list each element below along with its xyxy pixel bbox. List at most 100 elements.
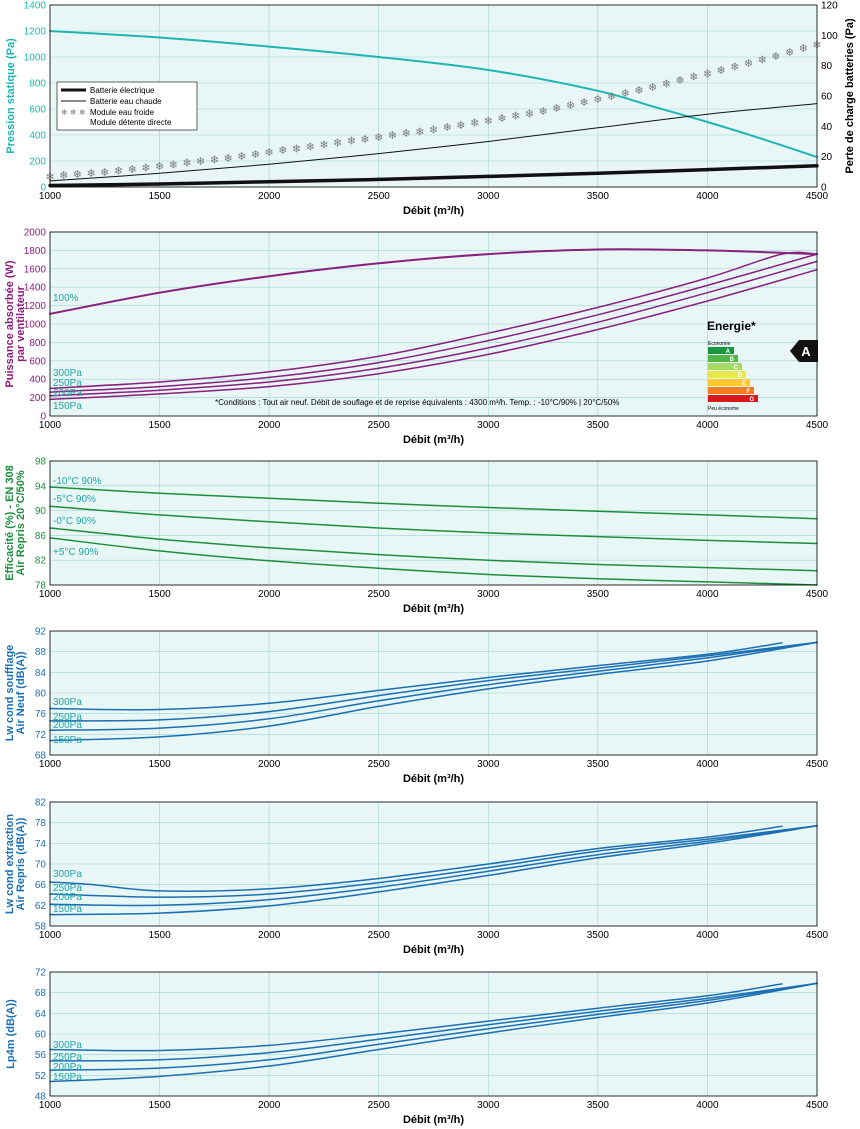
x-tick-label: 1500 xyxy=(148,759,171,770)
series-line--5-c-90- xyxy=(49,505,818,545)
y-tick-label: 84 xyxy=(35,668,47,679)
x-axis-title: Débit (m³/h) xyxy=(403,773,464,785)
energy-class-letter: F xyxy=(746,389,750,395)
series-line-150pa xyxy=(49,825,818,916)
y-tick-label: 88 xyxy=(35,647,47,658)
y-tick-label: 92 xyxy=(35,627,47,638)
y-tick-label: 82 xyxy=(35,798,47,809)
snowflake-point: ❄ xyxy=(703,68,712,80)
series-line--0-c-90- xyxy=(49,527,818,572)
x-tick-label: 1500 xyxy=(148,589,171,600)
x-tick-label: 4500 xyxy=(806,1100,829,1111)
y-tick-label: 2000 xyxy=(24,228,47,239)
y-tick-label: 400 xyxy=(29,375,46,386)
x-tick-label: 4000 xyxy=(696,759,719,770)
snowflake-point: ❄ xyxy=(265,147,274,159)
y-tick-label: 1400 xyxy=(24,283,47,294)
x-tick-label: 1500 xyxy=(148,191,171,202)
x-tick-label: 1000 xyxy=(39,420,62,431)
y-axis-title: Efficacité (%) - EN 308Air Repris 20°C/5… xyxy=(4,465,27,581)
series-label: 150Pa xyxy=(53,1072,82,1083)
x-tick-label: 3500 xyxy=(587,759,610,770)
y-tick-label: 56 xyxy=(35,1050,47,1061)
snowflake-point: ❄ xyxy=(552,103,561,115)
energy-bottom-label: Peu économe xyxy=(708,406,739,412)
energy-class-bar xyxy=(708,387,754,394)
energy-class-letter: E xyxy=(742,381,746,387)
snowflake-point: ❄ xyxy=(443,122,452,134)
y-tick-label: 60 xyxy=(35,1030,47,1041)
y-tick-label: 64 xyxy=(35,1009,47,1020)
snowflake-point: ❄ xyxy=(634,85,643,97)
series-line--5-c-90- xyxy=(49,537,818,586)
snowflake-point: ❄ xyxy=(182,158,191,170)
series-label: 200Pa xyxy=(53,892,82,903)
snowflake-point: ❄ xyxy=(374,132,383,144)
snowflake-point: ❄ xyxy=(210,155,219,167)
series-line-200pa xyxy=(49,641,818,731)
series-label: 300Pa xyxy=(53,697,82,708)
y-right-axis-title: Perte de charge batteries (Pa) xyxy=(844,18,856,174)
series-line-300pa xyxy=(49,825,783,892)
snowflake-point: ❄ xyxy=(689,72,698,84)
y-tick-label: 1000 xyxy=(24,320,47,331)
y-right-tick-label: 120 xyxy=(821,1,838,12)
x-tick-label: 2000 xyxy=(258,420,281,431)
series-label: 200Pa xyxy=(53,388,82,399)
series-label: -5°C 90% xyxy=(53,494,96,505)
snowflake-point: ❄ xyxy=(744,58,753,70)
y-tick-label: 1600 xyxy=(24,264,47,275)
legend-entry: Batterie électrique xyxy=(90,86,155,95)
series-line-150pa xyxy=(49,982,818,1083)
x-tick-label: 3000 xyxy=(477,191,500,202)
snowflake-point: ❄ xyxy=(141,162,150,174)
plot-frame xyxy=(49,971,818,1097)
y-tick-label: 80 xyxy=(35,689,47,700)
plot-frame xyxy=(49,231,818,417)
x-tick-label: 1000 xyxy=(39,930,62,941)
x-tick-label: 2500 xyxy=(368,191,391,202)
energy-class-bar xyxy=(708,363,742,370)
snowflake-point: ❄ xyxy=(347,136,356,148)
legend: ❄ ❄ ❄ Batterie électrique Batterie eau cha… xyxy=(56,81,198,131)
y-tick-label: 70 xyxy=(35,860,47,871)
energy-class-letter: B xyxy=(730,357,735,363)
energy-class-bar xyxy=(708,347,734,354)
snowflake-point: ❄ xyxy=(360,134,369,146)
snowflake-point: ❄ xyxy=(538,106,547,118)
snowflake-point: ❄ xyxy=(306,141,315,153)
snowflake-point: ❄ xyxy=(278,145,287,157)
x-tick-label: 3500 xyxy=(587,930,610,941)
x-axis-title: Débit (m³/h) xyxy=(403,205,464,217)
x-tick-label: 2000 xyxy=(258,1100,281,1111)
x-tick-label: 4000 xyxy=(696,589,719,600)
series-label: 250Pa xyxy=(53,1052,82,1063)
snowflake-point: ❄ xyxy=(319,140,328,152)
x-tick-label: 4500 xyxy=(806,420,829,431)
y-tick-label: 66 xyxy=(35,880,47,891)
legend-entry: Module détente directe xyxy=(90,118,172,127)
x-tick-label: 3500 xyxy=(587,589,610,600)
y-tick-label: 800 xyxy=(29,79,46,90)
x-tick-label: 2500 xyxy=(368,1100,391,1111)
series-line-250pa xyxy=(49,253,818,393)
x-tick-label: 3000 xyxy=(477,930,500,941)
x-tick-label: 2500 xyxy=(368,420,391,431)
legend-entry: Batterie eau chaude xyxy=(90,97,162,106)
series-line-250pa xyxy=(49,825,818,898)
snowflake-point: ❄ xyxy=(717,65,726,77)
x-axis-title: Débit (m³/h) xyxy=(403,944,464,956)
snowflake-point: ❄ xyxy=(484,115,493,127)
x-tick-label: 2000 xyxy=(258,191,281,202)
y-tick-label: 68 xyxy=(35,751,47,762)
x-tick-label: 1000 xyxy=(39,589,62,600)
series-label: -10°C 90% xyxy=(53,476,102,487)
snowflake-point: ❄ xyxy=(59,170,68,182)
y-tick-label: 94 xyxy=(35,481,47,492)
x-tick-label: 3500 xyxy=(587,420,610,431)
